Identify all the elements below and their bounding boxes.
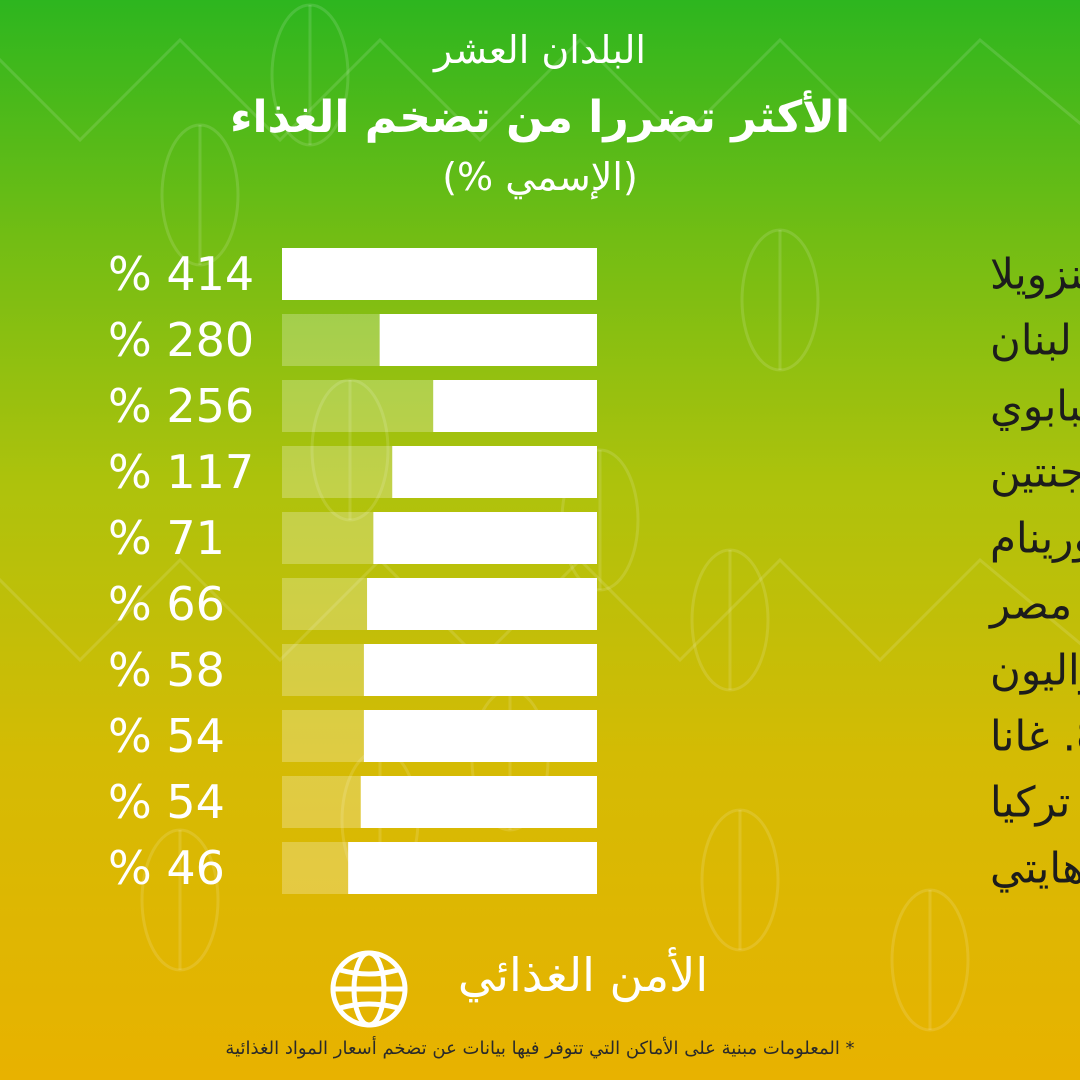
brand-name: الأمن الغذائي bbox=[457, 948, 709, 1002]
value-label: % 58 bbox=[108, 643, 225, 697]
value-label: % 256 bbox=[108, 379, 254, 433]
bar bbox=[363, 710, 597, 762]
value-label: % 46 bbox=[108, 841, 225, 895]
category-label: 9. تركيا bbox=[990, 778, 1080, 827]
bar bbox=[363, 644, 597, 696]
value-label: % 117 bbox=[108, 445, 254, 499]
footnote: * المعلومات مبنية على الأماكن التي تتوفر… bbox=[225, 1038, 855, 1059]
category-label: 5. سورينام bbox=[990, 514, 1080, 563]
value-label: % 280 bbox=[108, 313, 254, 367]
bar bbox=[373, 512, 597, 564]
value-label: % 414 bbox=[108, 247, 254, 301]
bar bbox=[367, 578, 597, 630]
chart-title-line-1: البلدان العشر bbox=[433, 28, 646, 72]
value-label: % 54 bbox=[108, 775, 225, 829]
globe-icon bbox=[330, 950, 408, 1028]
category-label: 2. لبنان bbox=[990, 316, 1080, 365]
category-label: 1. فنزويلا bbox=[990, 250, 1080, 299]
category-label: 8. غانا bbox=[990, 712, 1080, 761]
chart-title-line-2: الأكثر تضررا من تضخم الغذاء bbox=[229, 92, 851, 143]
category-label: 7. سيراليون bbox=[990, 646, 1080, 695]
bar bbox=[392, 446, 597, 498]
category-label: 6. مصر bbox=[988, 580, 1080, 629]
category-label: 3. زمبابوي bbox=[990, 382, 1080, 431]
bar bbox=[348, 842, 597, 894]
bar bbox=[282, 248, 597, 300]
category-label: 10. هايتي bbox=[990, 844, 1080, 894]
chart-subtitle: (الإسمي %) bbox=[442, 155, 638, 199]
value-label: % 66 bbox=[108, 577, 225, 631]
value-label: % 54 bbox=[108, 709, 225, 763]
bar bbox=[433, 380, 597, 432]
bar bbox=[360, 776, 597, 828]
bar bbox=[379, 314, 597, 366]
value-label: % 71 bbox=[108, 511, 225, 565]
category-label: 4. الأرجنتين bbox=[990, 446, 1080, 497]
